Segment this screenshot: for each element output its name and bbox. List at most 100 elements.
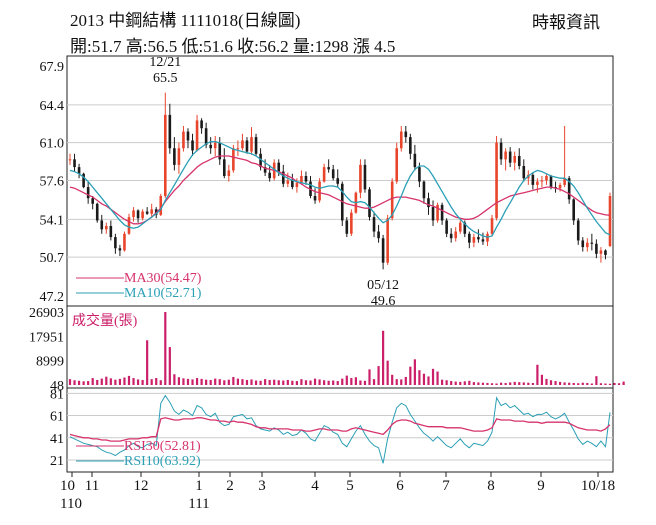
volume-bar — [509, 382, 512, 385]
candle-body — [508, 151, 512, 163]
volume-bar — [413, 359, 416, 385]
x-tick-label: 10 — [60, 478, 75, 494]
volume-title: 成交量(張) — [72, 312, 138, 329]
candle-body — [517, 156, 521, 166]
candle-body — [227, 170, 231, 176]
volume-bar — [141, 379, 144, 385]
volume-bar — [214, 378, 217, 385]
x-tick-label: 1 — [195, 478, 203, 494]
x-tick-label: 11 — [85, 478, 99, 494]
ma-legend-label: MA10(52.71) — [124, 286, 202, 301]
volume-bar — [87, 381, 90, 385]
volume-bar — [313, 378, 317, 385]
volume-bar — [200, 378, 203, 385]
volume-bar — [105, 376, 108, 385]
volume-bar — [481, 382, 485, 385]
volume-bar — [441, 379, 444, 385]
price-tick-label: 64.4 — [40, 99, 65, 114]
candle-body — [427, 198, 430, 208]
volume-bar — [268, 379, 271, 385]
volume-bar — [604, 383, 607, 385]
volume-bar — [245, 379, 249, 385]
candle-body — [595, 243, 598, 254]
volume-bar — [209, 379, 212, 385]
candle-body — [368, 189, 371, 218]
candle-body — [186, 131, 190, 141]
ma-legend-label: MA30(54.47) — [124, 271, 202, 286]
candle-body — [458, 222, 462, 232]
volume-bar — [472, 382, 475, 385]
candle-body — [386, 218, 389, 263]
volume-bar — [363, 380, 367, 385]
volume-bar — [431, 368, 435, 385]
candle-body — [241, 140, 244, 149]
volume-bar — [304, 380, 308, 385]
ma10-line — [69, 140, 611, 238]
x-tick-label: 7 — [442, 478, 450, 494]
volume-bar — [218, 379, 221, 385]
high-value-annotation: 65.5 — [153, 71, 178, 86]
candle-body — [390, 181, 394, 219]
volume-bar — [109, 378, 112, 385]
price-panel-frame — [66, 55, 614, 307]
ohlc-summary: 開:51.7 高:56.5 低:51.6 收:56.2 量:1298 漲 4.5 — [70, 37, 396, 56]
candle-body — [586, 242, 589, 248]
candle-body — [200, 120, 203, 129]
volume-bar — [291, 380, 294, 385]
candle-body — [436, 204, 439, 221]
candle-body — [191, 140, 194, 151]
volume-bar — [436, 371, 439, 385]
candle-body — [504, 151, 507, 160]
candle-body — [576, 220, 580, 241]
candlesticks — [68, 92, 612, 270]
volume-bar — [409, 366, 412, 385]
volume-bar — [445, 380, 448, 385]
candle-body — [440, 204, 444, 221]
candle-body — [404, 131, 408, 138]
candle-body — [350, 212, 353, 234]
candle-body — [499, 142, 503, 160]
candle-body — [177, 148, 181, 165]
candle-body — [468, 233, 471, 243]
candle-body — [245, 140, 249, 152]
candle-body — [168, 114, 172, 149]
rsi-tick-label: 61 — [50, 410, 64, 425]
volume-bar — [341, 378, 344, 385]
candle-body — [173, 148, 176, 165]
candle-body — [599, 250, 603, 254]
volume-bar — [123, 377, 126, 385]
rsi-tick-label: 81 — [50, 387, 64, 402]
rsi-tick-label: 21 — [50, 454, 64, 469]
candle-body — [345, 220, 349, 234]
volume-bar — [418, 370, 421, 385]
volume-bar — [540, 374, 544, 385]
volume-bar — [68, 379, 72, 385]
chart-title: 2013 中鋼結構 1111018(日線圖) — [70, 11, 301, 30]
volume-bar — [527, 382, 530, 385]
candle-body — [472, 237, 476, 243]
volume-bar — [236, 378, 239, 385]
candle-body — [136, 210, 140, 219]
volume-bar — [100, 378, 103, 385]
volume-bar — [531, 382, 534, 385]
candle-body — [295, 182, 299, 188]
volume-bar — [96, 379, 99, 385]
candle-body — [531, 174, 535, 185]
volume-bar — [572, 382, 575, 385]
volume-bar — [77, 380, 81, 385]
volume-bar — [427, 376, 430, 385]
volume-bar — [136, 379, 140, 385]
volume-bar — [590, 383, 593, 385]
candle-body — [431, 207, 435, 221]
candle-body — [495, 142, 498, 219]
volume-bar — [608, 383, 612, 385]
volume-bar — [581, 382, 584, 385]
rsi-tick-label: 41 — [50, 432, 64, 447]
volume-bar — [554, 381, 557, 385]
candle-body — [86, 187, 90, 199]
volume-bar — [613, 382, 616, 385]
volume-bar — [173, 374, 176, 385]
candle-body — [300, 176, 303, 183]
volume-bar — [282, 380, 285, 385]
volume-bar — [182, 378, 185, 385]
